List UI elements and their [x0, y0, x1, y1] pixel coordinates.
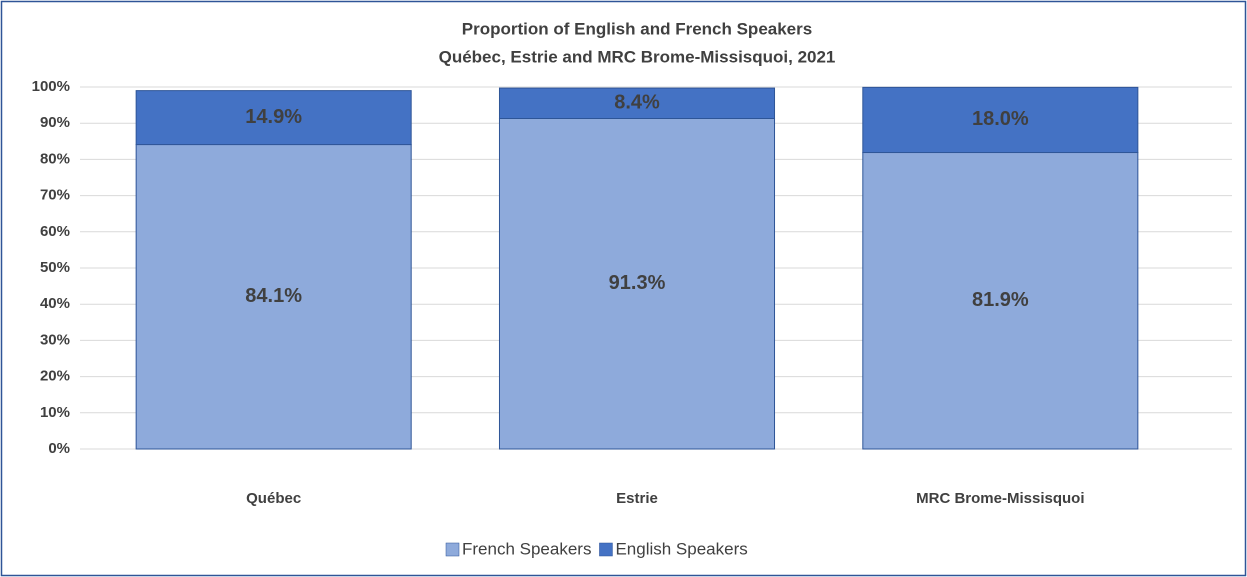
y-tick-label: 10% [40, 404, 70, 421]
y-tick-label: 50% [40, 259, 70, 276]
data-label: 84.1% [245, 285, 302, 307]
data-label: 91.3% [609, 272, 666, 294]
legend-swatch [599, 542, 613, 557]
bar-segment [498, 117, 776, 450]
y-tick-label: 0% [48, 440, 70, 457]
data-label: 8.4% [614, 92, 660, 114]
y-tick-label: 40% [40, 295, 70, 312]
bar-segment [862, 152, 1139, 450]
y-tick-label: 100% [32, 78, 70, 95]
legend-swatch [445, 542, 460, 557]
legend-label: English Speakers [615, 539, 747, 558]
y-tick-label: 20% [40, 368, 70, 385]
chart-title: Proportion of English and French Speaker… [462, 19, 812, 38]
bar-segment [135, 144, 412, 450]
y-tick-label: 90% [40, 114, 70, 131]
data-label: 18.0% [972, 108, 1029, 130]
y-tick-label: 70% [40, 187, 70, 204]
x-tick-label: Québec [246, 490, 301, 507]
bar-segment [498, 87, 776, 119]
y-tick-label: 30% [40, 331, 70, 348]
bar-segment [862, 86, 1139, 154]
y-tick-label: 80% [40, 150, 70, 167]
legend-label: French Speakers [462, 539, 591, 558]
bar-segment [135, 90, 412, 146]
chart-subtitle: Québec, Estrie and MRC Brome-Missisquoi,… [439, 47, 836, 66]
y-tick-label: 60% [40, 223, 70, 240]
data-label: 14.9% [245, 106, 302, 128]
x-tick-label: MRC Brome-Missisquoi [916, 490, 1084, 507]
x-tick-label: Estrie [616, 490, 658, 507]
data-label: 81.9% [972, 289, 1029, 311]
